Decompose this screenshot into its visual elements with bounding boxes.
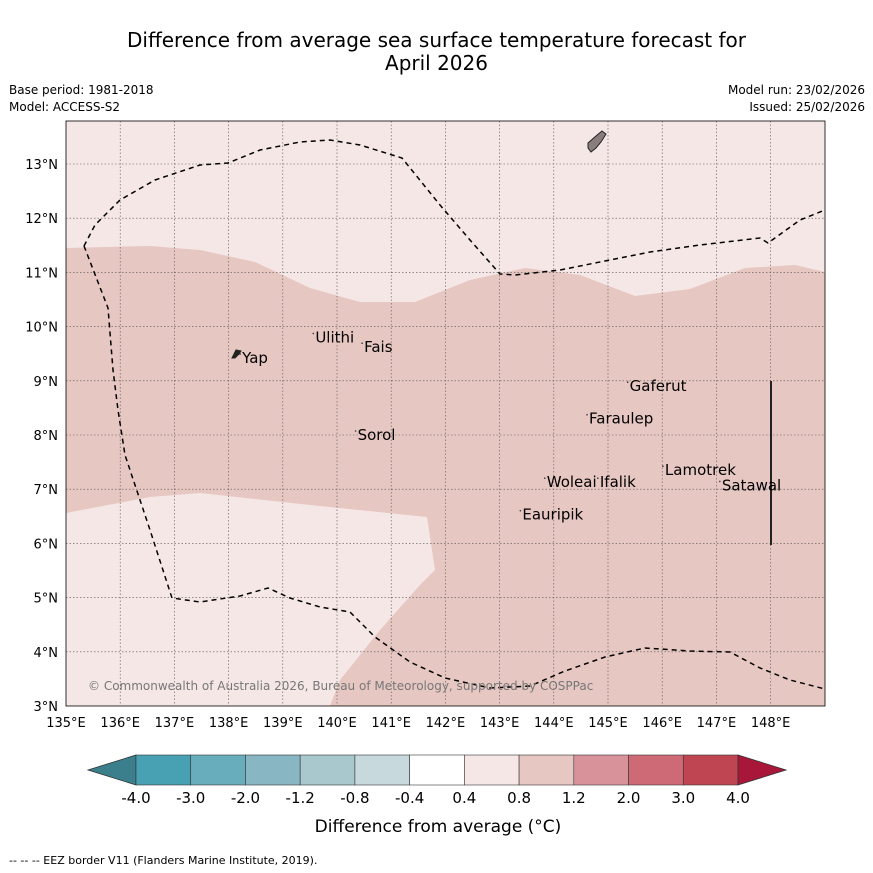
lon-tick-label: 148°E [751,716,791,731]
place-marker [354,430,357,432]
place-label: Satawal [722,476,781,494]
lon-tick-label: 140°E [317,716,357,731]
lat-tick-label: 10°N [25,321,58,336]
colorbar-tick-label: -0.8 [340,789,369,807]
place-label: Yap [241,349,268,367]
eez-border-south [83,245,825,690]
lat-tick-label: 13°N [25,158,58,173]
place-marker [719,480,721,483]
colorbar-cell [573,754,629,786]
place-marker [543,477,546,479]
colorbar-cell [409,754,465,786]
lon-tick-label: 146°E [642,716,682,731]
lat-tick-label: 6°N [34,537,59,552]
colorbar-cell [245,754,301,786]
colorbar-over-arrow [737,754,788,786]
lon-tick-label: 141°E [371,716,411,731]
colorbar-cell [464,754,520,786]
eez-source-note: -- -- -- EEZ border V11 (Flanders Marine… [9,854,318,867]
lat-tick-label: 9°N [34,375,59,390]
lon-tick-label: 144°E [534,716,574,731]
colorbar-cell [354,754,410,786]
lon-tick-label: 137°E [155,716,195,731]
yap-island [231,349,242,359]
colorbar-tick-label: -0.4 [395,789,424,807]
colorbar-tick-label: -2.0 [231,789,260,807]
colorbar-tick-label: 4.0 [726,789,750,807]
place-labels: Ulithi Fais Yap Gaferut Faraulep Sorol Lamotre… [239,328,781,524]
place-label: Gaferut [630,377,687,395]
lon-tick-label: 138°E [209,716,249,731]
longitude-axis: 135°E 136°E 137°E 138°E 139°E 140°E 141°E 142°E… [46,716,790,731]
place-label: Eauripik [522,506,583,524]
colorbar-tick-label: 0.4 [452,789,476,807]
colorbar-tick-label: -1.2 [286,789,315,807]
colorbar-cell [518,754,575,786]
lat-tick-label: 4°N [34,646,59,661]
lon-tick-label: 147°E [697,716,737,731]
eez-borders [83,139,825,690]
lat-tick-label: 7°N [34,483,59,498]
colorbar-under-arrow [86,754,137,786]
place-marker [361,342,363,344]
colorbar-tick-label: -3.0 [176,789,205,807]
colorbar-cell [135,754,192,786]
lon-tick-label: 145°E [588,716,628,731]
colorbar: -4.0 -3.0 -2.0 -1.2 -0.8 -0.4 0.4 0.8 1.2 2.0 3.0 4… [86,754,788,837]
chart-title-line2: April 2026 [385,51,488,75]
colorbar-cell [682,754,739,786]
colorbar-label: Difference from average (°C) [315,817,562,837]
place-label: Faraulep [589,410,653,428]
issued-date: Issued: 25/02/2026 [749,100,865,114]
model-name: Model: ACCESS-S2 [9,100,121,114]
lon-tick-label: 142°E [426,716,466,731]
map-frame [65,120,826,707]
place-marker [626,381,629,384]
colorbar-tick-label: 3.0 [671,789,695,807]
lat-tick-label: 3°N [34,700,59,715]
place-marker [519,509,522,512]
place-label: Lamotrek [665,461,736,479]
chart-title-line1: Difference from average sea surface temp… [126,28,746,52]
lon-tick-label: 135°E [46,716,86,731]
place-label: Sorol [358,426,396,444]
lon-tick-label: 143°E [480,716,520,731]
model-run: Model run: 23/02/2026 [727,83,865,97]
eez-border-north [83,139,825,276]
colorbar-tick-label: 1.2 [562,789,586,807]
place-marker [662,465,664,468]
lon-tick-label: 139°E [263,716,303,731]
colorbar-tick-label: 2.0 [617,789,641,807]
guam-island [587,130,607,153]
colorbar-cell [299,754,356,786]
place-marker [586,413,588,416]
place-marker [312,332,315,335]
colorbar-cell [190,754,246,786]
lat-tick-label: 11°N [25,266,58,281]
colorbar-tick-label: 0.8 [507,789,531,807]
place-marker [597,477,599,479]
place-marker [239,353,241,355]
lat-tick-label: 5°N [34,592,59,607]
place-label: Ifalik [600,473,636,491]
colorbar-cell [628,754,684,786]
graticule [66,121,825,706]
place-label: Fais [364,338,393,356]
lat-tick-label: 8°N [34,429,59,444]
colorbar-tick-label: -4.0 [121,789,150,807]
copyright-watermark: © Commonwealth of Australia 2026, Bureau… [88,679,593,693]
base-period: Base period: 1981-2018 [9,83,154,97]
lat-tick-label: 12°N [25,212,58,227]
latitude-axis: 3°N 4°N 5°N 6°N 7°N 8°N 9°N 10°N 11°N 12°N 13°N [25,158,58,715]
place-label: Woleai [547,473,597,491]
lon-tick-label: 136°E [100,716,140,731]
place-label: Ulithi [315,328,354,346]
